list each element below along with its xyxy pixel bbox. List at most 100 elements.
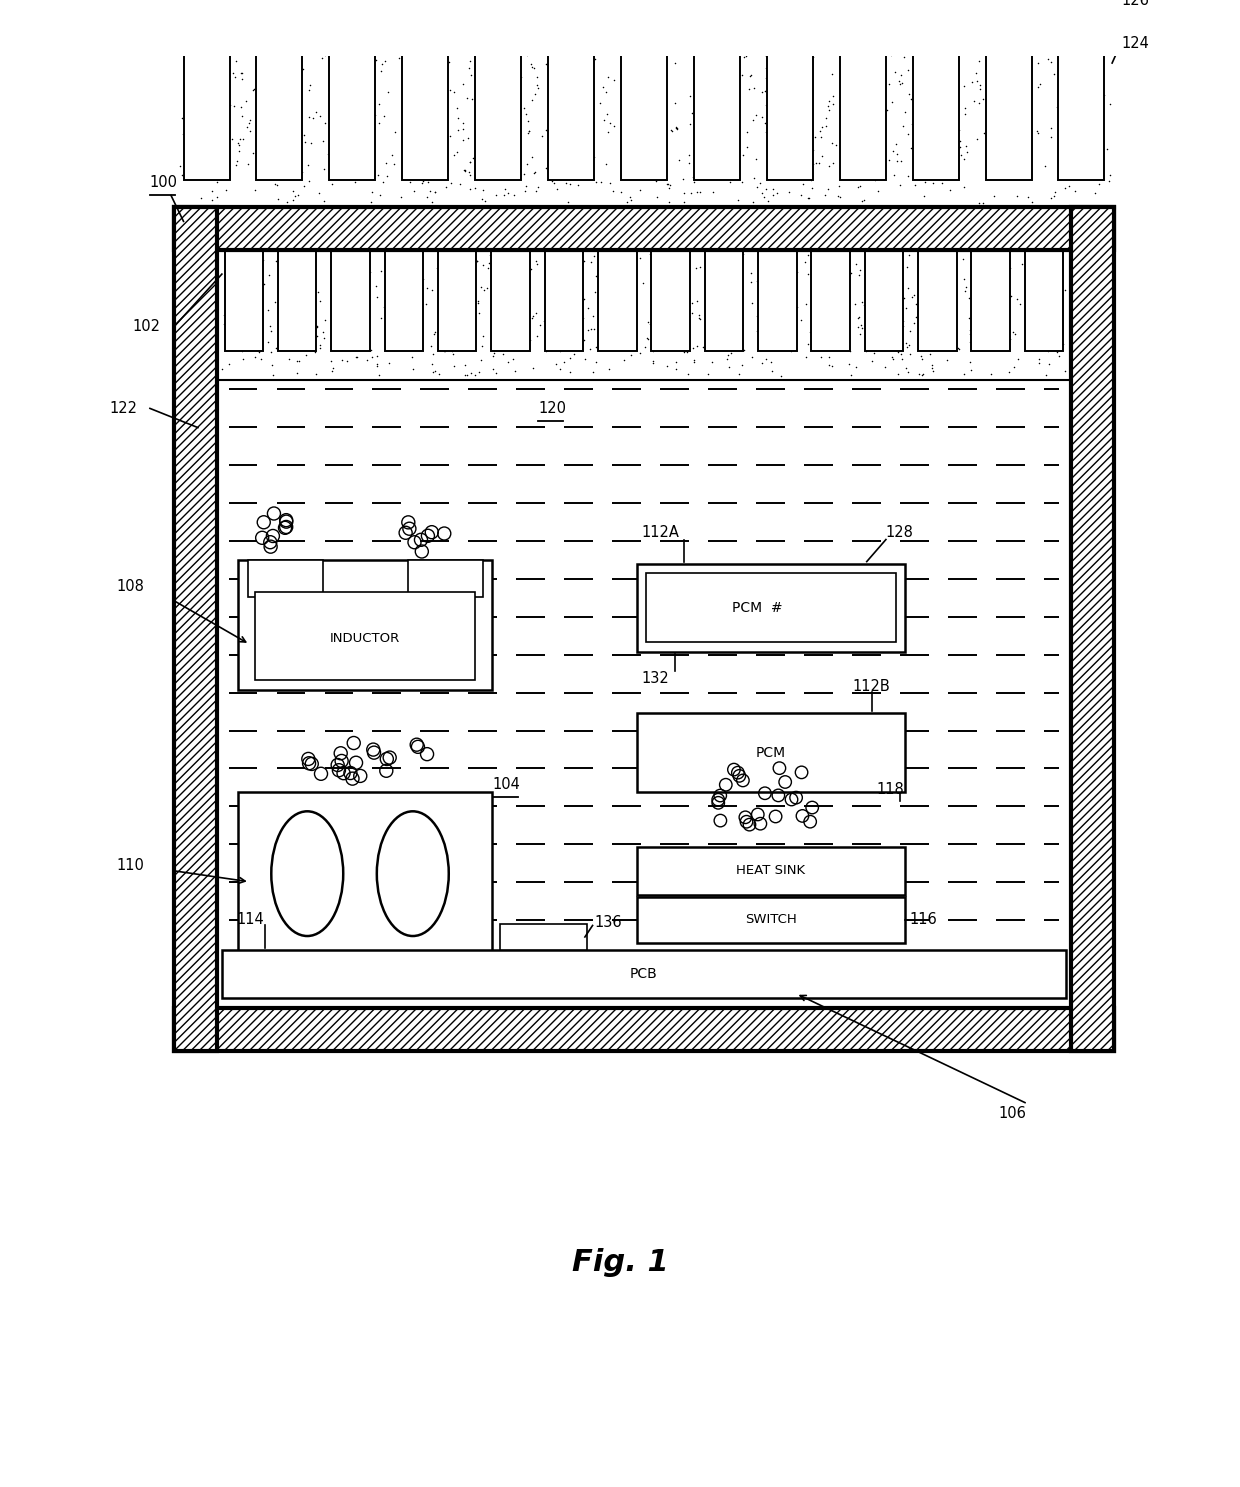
Point — [498, 25, 518, 49]
Point — [1064, 158, 1084, 181]
Point — [404, 338, 424, 361]
Bar — [636, 714, 905, 793]
Point — [852, 290, 872, 314]
Point — [959, 286, 978, 309]
Point — [955, 74, 975, 98]
Point — [932, 30, 952, 54]
Point — [460, 164, 480, 187]
Point — [387, 300, 407, 324]
Point — [396, 332, 415, 355]
Point — [228, 303, 248, 327]
Point — [812, 144, 832, 168]
Point — [339, 335, 358, 358]
Point — [455, 363, 475, 387]
Point — [1085, 138, 1105, 162]
Point — [1004, 140, 1024, 164]
Bar — [475, 22, 521, 180]
Point — [644, 24, 663, 48]
Point — [718, 317, 738, 341]
Point — [737, 45, 756, 68]
Point — [644, 339, 663, 363]
Point — [522, 0, 542, 24]
Point — [811, 284, 831, 308]
Point — [621, 189, 641, 213]
Point — [422, 190, 441, 214]
Point — [665, 269, 684, 293]
Point — [360, 260, 379, 284]
Point — [763, 358, 782, 382]
Point — [616, 119, 636, 143]
Point — [889, 68, 909, 92]
Point — [463, 311, 482, 335]
Point — [1054, 79, 1074, 103]
Point — [294, 123, 314, 147]
Point — [458, 126, 477, 150]
Point — [223, 61, 243, 85]
Point — [973, 42, 993, 65]
Point — [377, 152, 397, 175]
Point — [458, 28, 477, 52]
Point — [595, 80, 615, 104]
Bar — [598, 250, 636, 351]
Point — [559, 338, 579, 361]
Point — [773, 80, 792, 104]
Point — [455, 158, 475, 181]
Point — [216, 311, 236, 335]
Point — [800, 186, 820, 210]
Point — [985, 250, 1004, 274]
Point — [1085, 19, 1105, 43]
Point — [719, 67, 739, 91]
Point — [655, 308, 675, 332]
Point — [703, 180, 723, 204]
Point — [285, 250, 305, 274]
Point — [306, 101, 326, 125]
Point — [531, 314, 551, 338]
Point — [332, 28, 352, 52]
Point — [646, 335, 666, 358]
Point — [672, 4, 692, 28]
Point — [308, 324, 327, 348]
Point — [923, 317, 942, 341]
Point — [847, 253, 867, 277]
Point — [932, 171, 952, 195]
Point — [303, 333, 322, 357]
Point — [1097, 137, 1117, 161]
Point — [614, 59, 634, 83]
Point — [232, 67, 252, 91]
Bar — [217, 250, 1071, 379]
Point — [347, 345, 367, 369]
Point — [526, 250, 546, 274]
Point — [644, 314, 663, 338]
Bar — [222, 950, 1066, 998]
Point — [849, 27, 869, 51]
Bar — [918, 250, 956, 351]
Point — [967, 68, 987, 92]
Point — [967, 10, 987, 34]
Point — [376, 245, 396, 269]
Point — [849, 51, 869, 74]
Point — [341, 269, 361, 293]
Point — [823, 85, 843, 109]
Point — [404, 161, 424, 184]
Point — [213, 42, 233, 65]
Point — [1037, 329, 1056, 352]
Point — [723, 278, 743, 302]
Point — [913, 311, 932, 335]
Point — [921, 354, 941, 378]
Point — [998, 10, 1018, 34]
Point — [853, 42, 873, 65]
Point — [279, 283, 299, 306]
Point — [1065, 46, 1085, 70]
Point — [557, 59, 577, 83]
Point — [505, 88, 525, 112]
Point — [913, 13, 932, 37]
Point — [689, 303, 709, 327]
Point — [696, 320, 715, 343]
Point — [274, 42, 294, 65]
Point — [175, 7, 195, 31]
Point — [904, 311, 924, 335]
Point — [644, 351, 663, 375]
Point — [596, 152, 616, 175]
Point — [743, 291, 763, 315]
Point — [994, 253, 1014, 277]
